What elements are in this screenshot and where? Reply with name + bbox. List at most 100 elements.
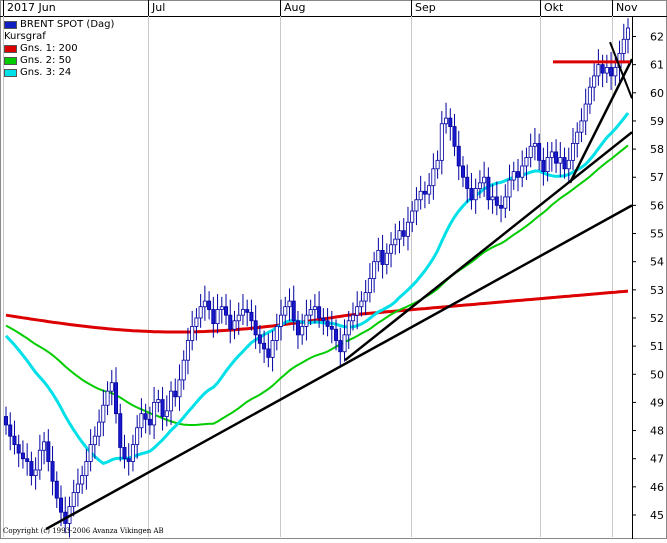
legend-item-ma50: Gns. 2: 50 bbox=[4, 55, 114, 67]
candle bbox=[422, 190, 427, 195]
candle bbox=[350, 314, 355, 322]
candle bbox=[219, 306, 224, 310]
trendline bbox=[344, 131, 633, 362]
candle bbox=[291, 300, 296, 322]
y-tick-label: 55 bbox=[650, 228, 664, 241]
candle bbox=[224, 306, 229, 316]
candle bbox=[473, 188, 478, 201]
candle bbox=[54, 480, 59, 499]
candle bbox=[562, 157, 567, 170]
copyright-text: Copyright (c) 1993-2006 Avanza Vikingen … bbox=[3, 527, 164, 535]
candle bbox=[190, 326, 195, 341]
y-tick-label: 62 bbox=[650, 31, 664, 44]
candle bbox=[122, 447, 127, 460]
candle bbox=[130, 444, 135, 462]
candle bbox=[321, 317, 326, 322]
candle bbox=[177, 379, 182, 398]
candle bbox=[469, 188, 474, 201]
candle bbox=[308, 309, 313, 316]
candle bbox=[317, 306, 322, 319]
candle bbox=[465, 176, 470, 189]
y-tick-label: 59 bbox=[650, 115, 664, 128]
candle bbox=[558, 157, 563, 164]
candle bbox=[532, 143, 537, 147]
y-tick-label: 54 bbox=[650, 256, 664, 269]
candle bbox=[283, 306, 288, 316]
candle bbox=[554, 151, 559, 164]
candle bbox=[143, 413, 148, 420]
candle bbox=[444, 117, 449, 125]
y-tick-label: 45 bbox=[650, 509, 664, 522]
candle bbox=[92, 435, 97, 446]
candle bbox=[207, 300, 212, 310]
candle bbox=[448, 117, 453, 127]
candle bbox=[490, 196, 495, 201]
candle bbox=[139, 413, 144, 429]
candle bbox=[397, 230, 402, 240]
legend-label-ma24: Gns. 3: 24 bbox=[20, 67, 72, 78]
candle bbox=[355, 306, 360, 316]
candle bbox=[88, 444, 93, 462]
candle bbox=[312, 306, 317, 310]
candle bbox=[401, 230, 406, 237]
candle bbox=[114, 382, 119, 415]
candle bbox=[50, 461, 55, 482]
candle bbox=[600, 64, 605, 74]
candle bbox=[452, 126, 457, 147]
x-tick-label: Nov bbox=[616, 1, 638, 14]
candle bbox=[160, 399, 165, 417]
legend-subtitle: Kursgraf bbox=[4, 31, 46, 42]
candle bbox=[84, 461, 89, 476]
candle bbox=[202, 300, 207, 308]
candle bbox=[147, 418, 152, 426]
x-tick-label: Jul bbox=[151, 1, 165, 14]
candle bbox=[279, 314, 284, 327]
candle bbox=[503, 196, 508, 209]
candle bbox=[439, 123, 444, 161]
candle bbox=[613, 67, 618, 77]
candle bbox=[592, 75, 597, 88]
candle bbox=[300, 326, 305, 336]
candle bbox=[156, 399, 161, 403]
candle bbox=[185, 340, 190, 361]
candle bbox=[346, 320, 351, 336]
candle bbox=[253, 320, 258, 336]
candle bbox=[304, 314, 309, 327]
candle bbox=[376, 250, 381, 263]
candle bbox=[232, 320, 237, 330]
candle bbox=[287, 300, 292, 308]
candle bbox=[215, 309, 220, 324]
legend-title-row: BRENT SPOT (Dag) bbox=[4, 19, 114, 31]
candle bbox=[528, 145, 533, 158]
trendline bbox=[568, 58, 634, 184]
candle bbox=[274, 326, 279, 341]
candle bbox=[405, 221, 410, 237]
candle bbox=[240, 309, 245, 316]
ma24-line bbox=[4, 112, 630, 465]
candle bbox=[575, 131, 580, 144]
candle bbox=[389, 244, 394, 254]
candle bbox=[59, 497, 64, 513]
candle bbox=[541, 159, 546, 173]
candle bbox=[427, 185, 432, 195]
candle bbox=[194, 317, 199, 327]
candle bbox=[97, 421, 102, 437]
candle bbox=[181, 359, 186, 381]
candle bbox=[169, 390, 174, 412]
candle bbox=[410, 210, 415, 223]
candle bbox=[393, 238, 398, 246]
candle bbox=[431, 168, 436, 187]
trendline-tail bbox=[609, 41, 633, 99]
y-tick-label: 57 bbox=[650, 171, 664, 184]
candle bbox=[359, 300, 364, 308]
x-tick-label: 2017 Jun bbox=[7, 1, 56, 14]
candle bbox=[414, 199, 419, 212]
legend-item-ma24: Gns. 3: 24 bbox=[4, 67, 114, 79]
candle bbox=[515, 171, 520, 178]
candle bbox=[8, 424, 13, 437]
brent-swatch bbox=[4, 21, 17, 29]
y-tick-label: 56 bbox=[650, 199, 664, 212]
candle bbox=[545, 157, 550, 173]
